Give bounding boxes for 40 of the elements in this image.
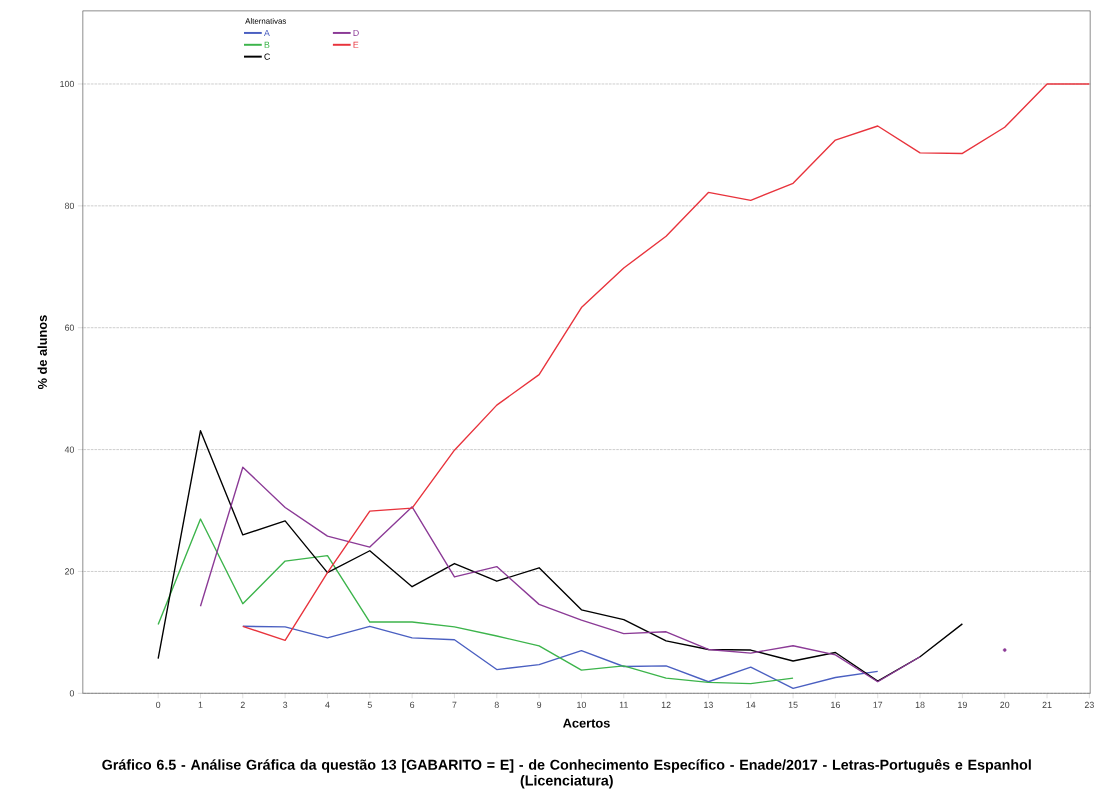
y-tick-label: 60 <box>64 324 75 331</box>
x-tick-label: 2 <box>240 701 245 708</box>
legend-label: E <box>353 41 359 48</box>
x-tick-label: 5 <box>367 701 372 708</box>
x-tick-label: 23 <box>1084 701 1094 709</box>
x-tick-label: 12 <box>661 701 671 708</box>
line-series <box>157 430 964 682</box>
x-tick-label: 10 <box>577 701 587 709</box>
x-tick-label: 11 <box>619 701 628 708</box>
line-series <box>157 518 794 685</box>
x-tick-label: 18 <box>915 701 925 709</box>
text: Gráfico 6.5 - Análise Gráfica da questão 13 [GABARITO = E] - de Conhecimento Específico - Enade/2017 - Letras-Português e Espanhol (Licenciatura) <box>102 759 1031 789</box>
x-tick-label: 16 <box>831 701 840 709</box>
legend-label: D <box>353 29 359 37</box>
y-tick-label: 80 <box>64 202 75 210</box>
x-tick-label: 9 <box>537 701 542 709</box>
x-tick-label: 0 <box>156 701 161 709</box>
y-tick-label: 20 <box>64 568 75 575</box>
x-tick-label: 1 <box>198 701 203 708</box>
y-axis-title: % de alunos <box>37 315 47 390</box>
x-tick-label: 15 <box>788 701 798 708</box>
y-tick-label: 100 <box>60 80 75 88</box>
x-axis-title: Acertos <box>563 718 610 728</box>
x-tick-label: 20 <box>1000 701 1010 709</box>
y-tick-label: 40 <box>64 446 75 453</box>
y-tick-label: 0 <box>69 690 75 697</box>
x-tick-label: 14 <box>746 701 756 708</box>
x-tick-label: 8 <box>494 701 499 709</box>
legend-label: C <box>264 53 271 60</box>
x-tick-label: 3 <box>283 701 288 709</box>
x-tick-label: 17 <box>873 701 883 708</box>
x-tick-label: 4 <box>325 701 330 708</box>
x-tick-label: 19 <box>958 701 967 709</box>
legend-label: B <box>264 41 270 48</box>
x-tick-label: 13 <box>704 701 713 709</box>
legend-label: A <box>263 29 270 37</box>
x-tick-label: 7 <box>452 701 457 708</box>
line-series <box>242 83 1091 642</box>
x-tick-label: 6 <box>410 701 415 709</box>
x-tick-label: 21 <box>1042 701 1052 708</box>
